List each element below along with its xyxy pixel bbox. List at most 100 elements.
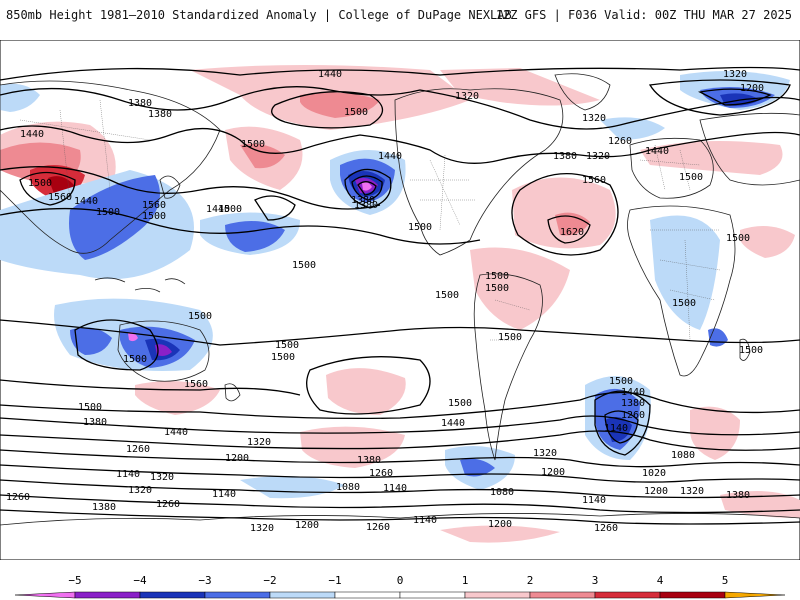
contour-label: 1500 [28,178,52,189]
contour-line [19,171,76,206]
contour-line [648,79,791,116]
colorbar-segment [74,591,141,599]
contour-line [357,181,377,196]
anomaly-region [650,215,720,330]
contour-label: 1440 [164,427,188,438]
anomaly-region [300,92,380,118]
contour-label: 1260 [366,522,390,533]
contour-label: 1380 [128,98,152,109]
contour-label: 1260 [621,410,645,421]
coastline-antarctica [0,513,800,526]
contour-label: 1500 [96,207,120,218]
contour-label: 1380 [621,398,645,409]
contour-label: 1260 [126,444,150,455]
colorbar-segment [529,591,596,599]
coastline-africa [627,205,736,377]
contour-label: 1320 [455,91,479,102]
contour-label: 1440 [74,196,98,207]
coastline-islands [94,277,186,293]
contour-label: 1500 [275,340,299,351]
contour-label: 1560 [184,379,208,390]
contour-label: 1440 [318,69,342,80]
contour-label: 1140 [413,515,437,526]
anomaly-region [362,182,372,191]
contour-line [0,125,800,164]
contour-label: 1440 [621,387,645,398]
header: 850mb Height 1981–2010 Standardized Anom… [0,0,800,30]
contour-label: 1440 [441,418,465,429]
colorbar-tick-label: 2 [527,574,534,587]
contour-line [306,356,431,415]
contour-label: 1500 [123,354,147,365]
anomaly-region [690,406,740,460]
contour-label: 1380 [357,455,381,466]
contour-line [0,415,800,436]
contour-line [0,391,800,420]
contour-label: 1260 [608,136,632,147]
anomaly-region [440,68,600,106]
contour-line [0,509,800,525]
anomaly-region [326,368,406,415]
anomaly-region [600,117,665,140]
contour-label: 1320 [247,437,271,448]
contour-line [351,175,383,201]
contour-label: 1500 [739,345,763,356]
coastlines [0,73,800,526]
contour-label: 1560 [142,200,166,211]
contour-line [344,168,392,209]
contour-label: 1560 [582,175,606,186]
map-title: 850mb Height 1981–2010 Standardized Anom… [6,8,512,22]
contour-label: 1200 [225,453,249,464]
contour-label: 1440 [645,146,669,157]
colorbar-tick-label: 1 [462,574,469,587]
contour-label: 1380 [148,109,172,120]
colorbar-max-extend [724,591,786,599]
anomaly-region [440,525,560,543]
coastline-south-america [473,273,543,461]
colorbar-tick-label: −4 [133,574,147,587]
contour-line [0,319,800,346]
colorbar-tick-label: 3 [592,574,599,587]
contour-line [254,195,296,221]
contour-line [594,390,651,456]
anomaly-region [470,247,570,330]
contour-label: 1500 [188,311,212,322]
contour-line [0,494,800,514]
contour-label: 1500 [485,271,509,282]
contour-label: 1260 [594,523,618,534]
contour-label: 1440 [20,129,44,140]
contour-labels: 1440138013801440150013201320120013201260… [6,69,764,534]
contour-label: 1140 [582,495,606,506]
colorbar-ticks: −5 −4 −3 −2 −1 0 1 2 3 4 5 [68,574,728,587]
contour-label: 1320 [723,69,747,80]
contour-line [0,66,800,81]
contour-label: 1140 [604,423,628,434]
contour-label: 1380 [726,490,750,501]
colorbar: −5 −4 −3 −2 −1 0 1 2 3 4 5 [14,574,786,599]
contour-label: 1500 [485,283,509,294]
anomaly-map[interactable]: 1440138013801440150013201320120013201260… [0,40,800,560]
contour-line [697,88,772,106]
contour-label: 1140 [383,483,407,494]
contour-label: 1380 [553,151,577,162]
contour-label: 1500 [448,398,472,409]
colorbar-tick-label: 5 [722,574,729,587]
contour-label: 1200 [488,519,512,530]
contour-label: 1200 [644,486,668,497]
colorbar-legend: −5 −4 −3 −2 −1 0 1 2 3 4 5 [0,570,800,600]
contour-label: 1500 [435,290,459,301]
contour-label: 1320 [250,523,274,534]
contour-label: 1260 [156,499,180,510]
coastline-madagascar [739,338,751,361]
coastline-nz [224,383,241,402]
contour-label: 1380 [83,417,107,428]
contour-line [0,464,800,483]
anomaly-region [605,416,632,442]
contour-label: 1320 [582,113,606,124]
contour-label: 1260 [6,492,30,503]
contour-label: 1560 [48,192,72,203]
contour-label: 1500 [679,172,703,183]
contour-label: 1500 [672,298,696,309]
map-panel[interactable]: 1440 1380 1380 1440 1500 1320 1320 1200 1320 1260… [0,40,800,560]
coastline-australia [117,320,210,382]
